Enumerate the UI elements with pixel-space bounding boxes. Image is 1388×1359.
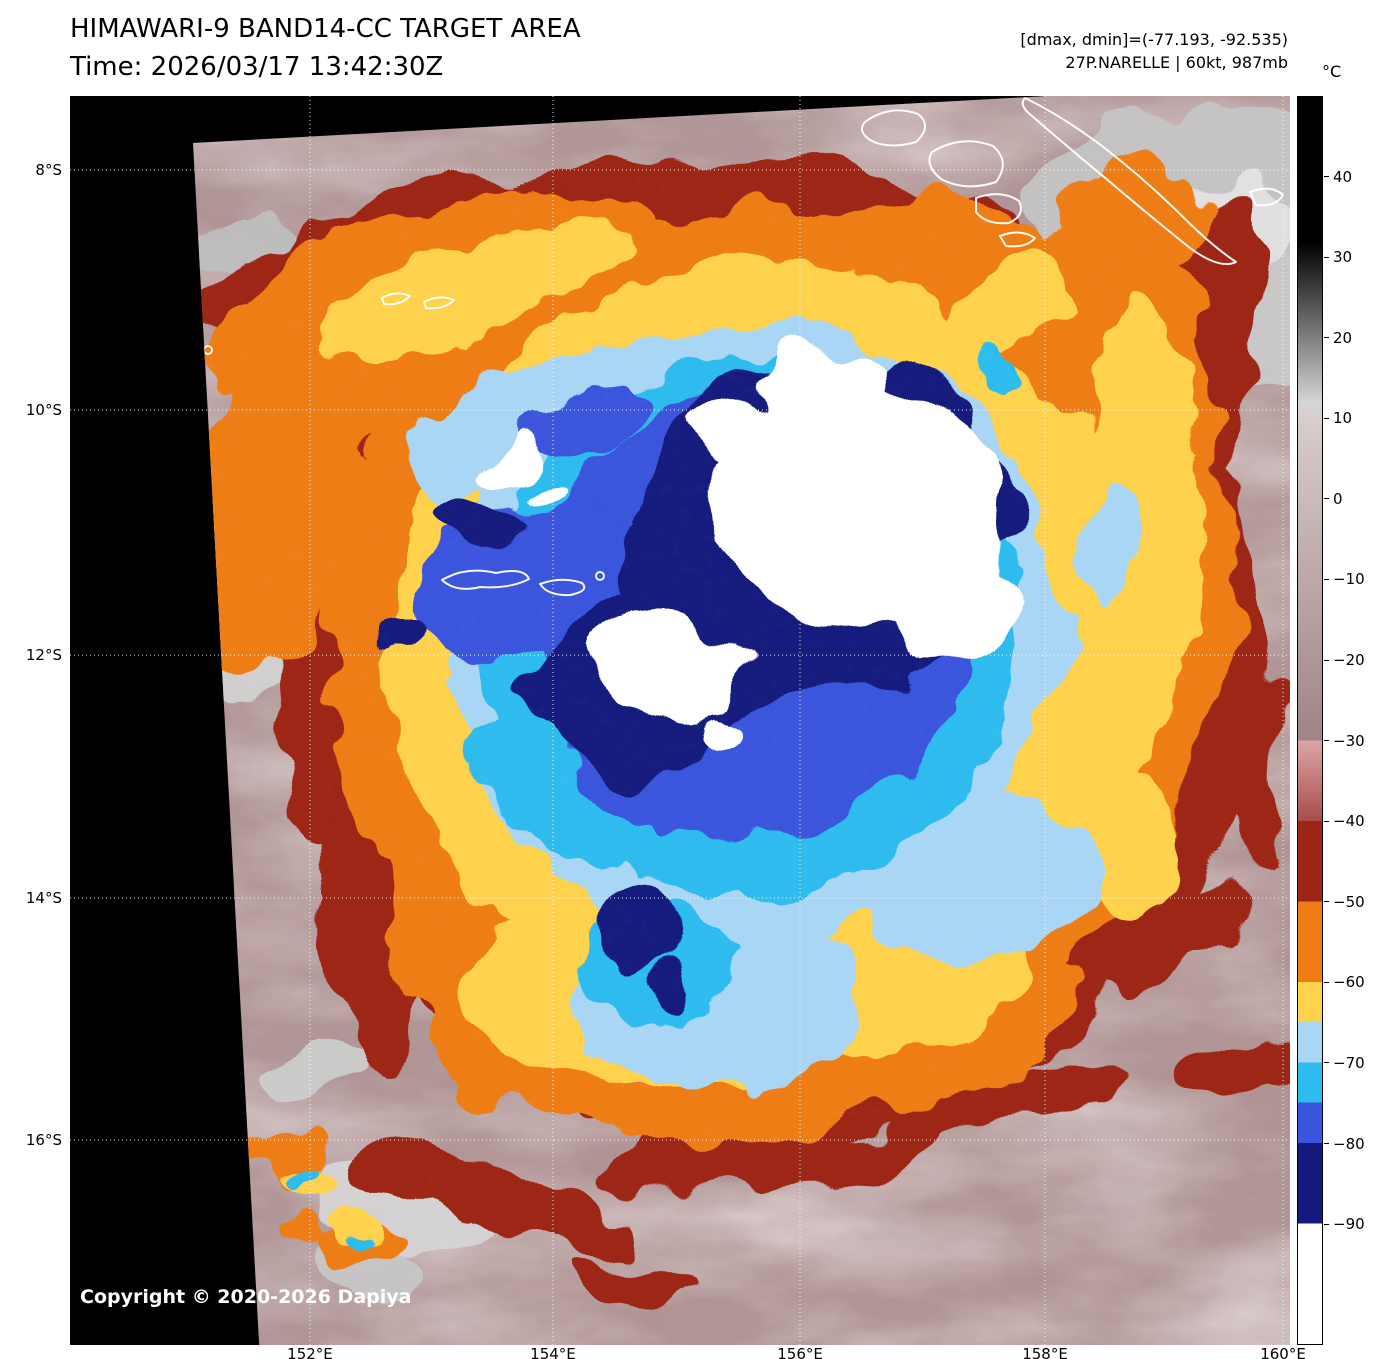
colorbar-tick-label: −10 (1333, 569, 1365, 589)
lon-tick-label: 160°E (1243, 1347, 1323, 1359)
colorbar-tick-mark (1324, 498, 1329, 499)
colorbar-tick-mark (1324, 740, 1329, 741)
lon-tick-label: 154°E (513, 1347, 593, 1359)
colorbar-tick-label: 40 (1333, 167, 1352, 187)
colorbar-tick-label: 20 (1333, 328, 1352, 348)
colorbar-tick-mark (1324, 1143, 1329, 1144)
colorbar-unit-label: °C (1322, 62, 1341, 81)
colorbar-tick-mark (1324, 579, 1329, 580)
colorbar-tick-label: −50 (1333, 892, 1365, 912)
temperature-colorbar (1297, 96, 1323, 1345)
lon-tick-label: 156°E (760, 1347, 840, 1359)
colorbar-tick-label: −70 (1333, 1053, 1365, 1073)
page-title: HIMAWARI-9 BAND14-CC TARGET AREA (70, 14, 581, 44)
scan-swath (75, 96, 1290, 1345)
lat-tick-label: 8°S (0, 160, 62, 180)
colorbar-tick-mark (1324, 660, 1329, 661)
lat-tick-label: 12°S (0, 645, 62, 665)
colorbar-tick-label: −40 (1333, 811, 1365, 831)
lon-tick-label: 152°E (270, 1347, 350, 1359)
lat-tick-label: 16°S (0, 1130, 62, 1150)
lon-tick-label: 158°E (1005, 1347, 1085, 1359)
colorbar-tick-mark (1324, 176, 1329, 177)
lat-tick-label: 10°S (0, 400, 62, 420)
lat-tick-label: 14°S (0, 888, 62, 908)
colorbar-tick-label: 30 (1333, 247, 1352, 267)
copyright-notice: Copyright © 2020-2026 Dapiya (80, 1286, 411, 1308)
colorbar-tick-mark (1324, 901, 1329, 902)
colorbar-tick-label: −60 (1333, 972, 1365, 992)
colorbar-tick-mark (1324, 982, 1329, 983)
himawari-satellite-product: HIMAWARI-9 BAND14-CC TARGET AREA Time: 2… (0, 0, 1388, 1359)
colorbar-tick-label: −90 (1333, 1214, 1365, 1234)
colorbar-tick-label: −80 (1333, 1134, 1365, 1154)
colorbar-tick-mark (1324, 821, 1329, 822)
colorbar-tick-mark (1324, 337, 1329, 338)
pixel-grain-overlay (170, 96, 1290, 1345)
colorbar-tick-label: 0 (1333, 489, 1343, 509)
colorbar-tick-label: −20 (1333, 650, 1365, 670)
dmax-dmin-readout: [dmax, dmin]=(-77.193, -92.535) (1020, 30, 1288, 49)
colorbar-tick-label: 10 (1333, 408, 1352, 428)
colorbar-tick-mark (1324, 257, 1329, 258)
satellite-imagery (70, 96, 1290, 1345)
timestamp: Time: 2026/03/17 13:42:30Z (70, 52, 443, 82)
storm-info: 27P.NARELLE | 60kt, 987mb (1065, 53, 1288, 72)
colorbar-tick-mark (1324, 1062, 1329, 1063)
colorbar-tick-mark (1324, 418, 1329, 419)
satellite-map-panel: Copyright © 2020-2026 Dapiya (70, 96, 1290, 1345)
colorbar-tick-label: −30 (1333, 731, 1365, 751)
colorbar-tick-mark (1324, 1224, 1329, 1225)
